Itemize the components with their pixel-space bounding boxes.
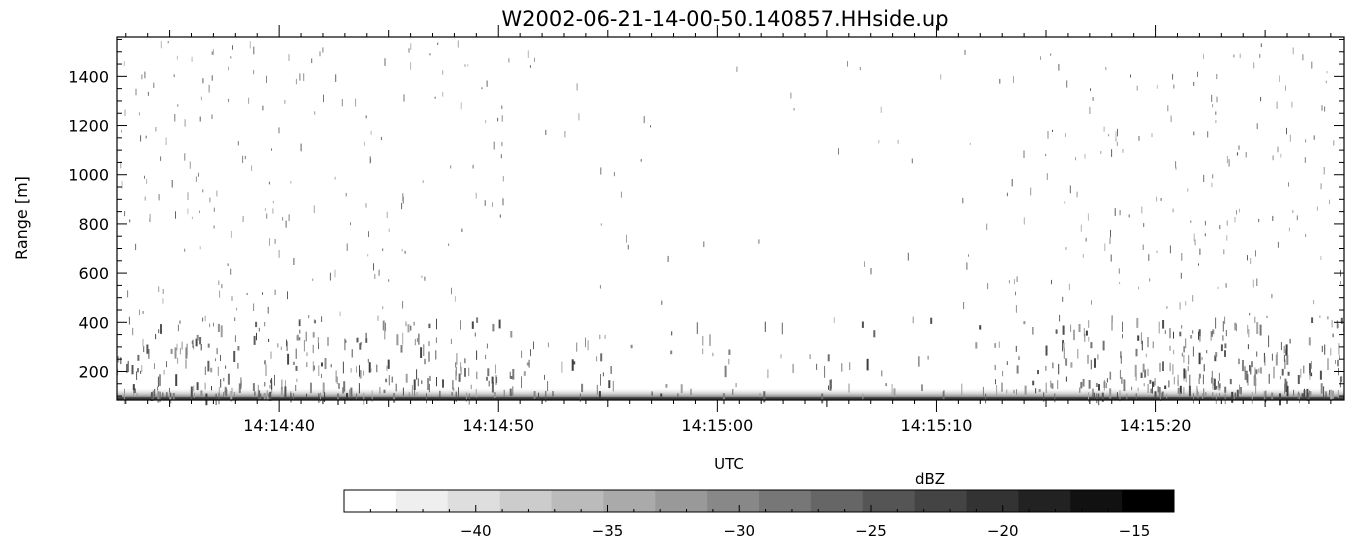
y-tick-label: 200 — [78, 362, 109, 381]
plot-area — [117, 37, 1344, 400]
colorbar-tick-label: −30 — [723, 522, 755, 540]
colorbar-level — [395, 490, 449, 512]
y-tick-label: 600 — [78, 264, 109, 283]
colorbar-tick-label: −25 — [855, 522, 887, 540]
colorbar-level — [1018, 490, 1071, 512]
y-tick-label: 400 — [78, 313, 109, 332]
x-tick-label: 14:15:10 — [901, 416, 973, 435]
y-tick-label: 1000 — [68, 166, 109, 185]
colorbar-frame — [343, 489, 1175, 513]
colorbar-level — [447, 490, 501, 512]
colorbar-tick-label: −40 — [460, 522, 492, 540]
colorbar: −40 −35 −30 −25 −20 −15 — [343, 489, 1175, 540]
x-axis-label: UTC — [714, 455, 744, 473]
y-tick-label: 1400 — [68, 67, 109, 86]
x-tick-label: 14:15:20 — [1120, 416, 1192, 435]
ground-clutter-core — [117, 397, 1344, 399]
colorbar-level — [1070, 490, 1123, 512]
y-axis: 200 400 600 800 1000 1200 1400 — [68, 38, 1344, 397]
colorbar-level — [499, 490, 553, 512]
plot-background — [117, 37, 1344, 400]
colorbar-level — [655, 490, 708, 512]
y-tick-label: 1200 — [68, 117, 109, 136]
colorbar-level — [1122, 490, 1175, 512]
colorbar-level — [551, 490, 604, 512]
colorbar-tick-label: −15 — [1119, 522, 1151, 540]
x-tick-label: 14:14:40 — [243, 416, 315, 435]
colorbar-level — [966, 490, 1019, 512]
y-tick-label: 800 — [78, 215, 109, 234]
x-tick-label: 14:14:50 — [462, 416, 534, 435]
colorbar-tick-label: −20 — [987, 522, 1019, 540]
colorbar-level — [862, 490, 916, 512]
colorbar-level — [344, 490, 397, 512]
echo-layer — [117, 40, 1345, 406]
x-axis: 14:14:40 14:14:50 14:15:00 14:15:10 14:15:20 — [125, 25, 1332, 435]
ground-clutter — [117, 387, 1344, 400]
colorbar-level — [707, 490, 760, 512]
chart-title: W2002-06-21-14-00-50.140857.HHside.up — [501, 7, 948, 31]
colorbar-level — [603, 490, 656, 512]
colorbar-tick-label: −35 — [592, 522, 624, 540]
y-axis-label: Range [m] — [12, 176, 31, 260]
x-tick-label: 14:15:00 — [681, 416, 753, 435]
colorbar-level — [914, 490, 968, 512]
colorbar-level — [759, 490, 812, 512]
colorbar-level — [810, 490, 864, 512]
colorbar-label: dBZ — [915, 470, 945, 488]
plot-frame — [116, 36, 1345, 401]
